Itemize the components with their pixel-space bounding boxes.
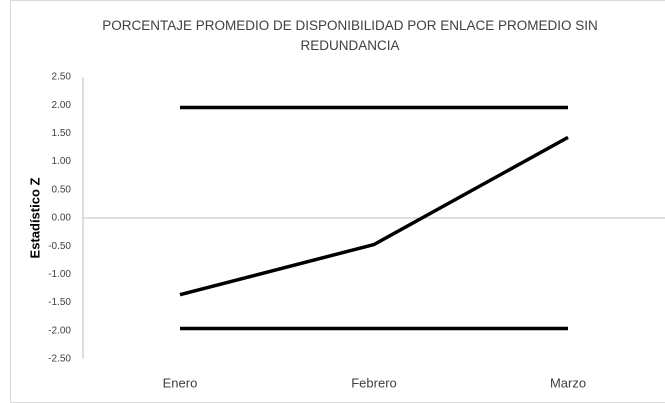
y-tick-label: -1.00 [48,269,71,280]
y-tick-label: -1.50 [48,297,71,308]
x-tick-label: Febrero [351,375,397,390]
y-tick-label: 2.50 [52,72,72,83]
x-tick-label: Marzo [550,375,586,390]
y-tick-label: 0.50 [52,184,72,195]
y-tick-label: -2.50 [48,354,71,365]
y-axis-label: Estadístico Z [27,177,42,258]
y-tick-label: -2.00 [48,325,71,336]
y-tick-label: 1.50 [52,128,72,139]
y-tick-label: 0.00 [52,213,72,224]
x-tick-label: Enero [163,375,198,390]
chart-border [10,0,665,403]
series-line [179,135,569,297]
y-tick-label: 1.00 [52,156,72,167]
y-tick-label: -0.50 [48,241,71,252]
y-tick-label: 2.00 [52,100,72,111]
chart-title: PORCENTAJE PROMEDIO DE DISPONIBILIDAD PO… [102,18,598,53]
